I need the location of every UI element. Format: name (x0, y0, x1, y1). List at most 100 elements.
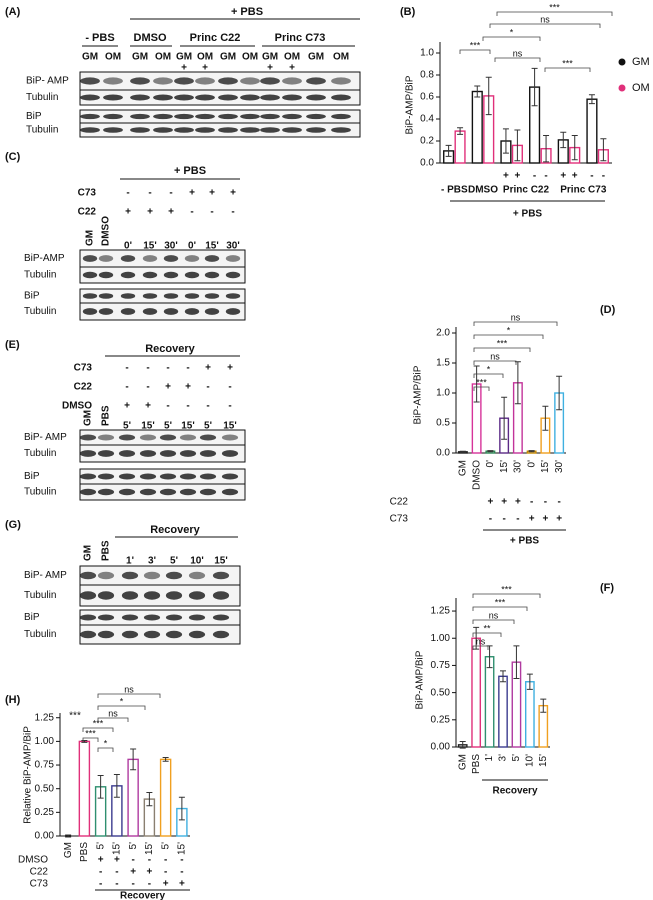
significance: * (487, 364, 491, 374)
panel-label: (D) (600, 304, 616, 316)
blot-row-label: BiP (24, 612, 40, 623)
blot-band (80, 77, 100, 85)
x-tick-label: Princ C22 (503, 185, 550, 196)
lane-label: GM (83, 545, 94, 561)
x-tick-label: 3' (498, 754, 509, 762)
group-label: Princ C22 (190, 32, 241, 44)
significance: *** (470, 40, 481, 50)
blot-row-label: BiP-AMP (24, 253, 65, 264)
blot-row-label: BiP- AMP (24, 432, 67, 443)
x-tick-label: 30' (513, 460, 524, 473)
y-tick-label: 0.75 (35, 760, 55, 771)
legend-label: OM (632, 82, 650, 94)
y-tick-label: 0.50 (431, 687, 451, 698)
blot-row-label: Tubulin (26, 125, 58, 136)
condition-sign: + (542, 514, 548, 525)
error-bar (528, 450, 535, 453)
significance: *** (476, 377, 487, 387)
blot-strip (79, 266, 246, 284)
blot-band (165, 614, 183, 621)
blot-row-label: Tubulin (24, 448, 56, 459)
significance: * (507, 325, 511, 335)
blot-band (80, 113, 100, 120)
significance-bracket (494, 57, 541, 62)
lane-label: 0' (188, 241, 196, 252)
condition-sign: + (165, 382, 171, 393)
bar-sign: - (602, 171, 605, 182)
blot-band (121, 571, 139, 580)
lane-label: 1' (126, 556, 134, 567)
blot-row-label: Tubulin (24, 590, 56, 601)
significance: *** (562, 58, 573, 68)
significance: ns (511, 312, 521, 322)
blot-band (221, 488, 239, 496)
blot-band (174, 94, 194, 101)
lane-label: GM (132, 52, 148, 63)
condition-sign: - (99, 879, 102, 890)
x-tick-label: PBS (79, 842, 90, 862)
bar-sign: + (560, 171, 566, 182)
significance: * (120, 696, 124, 706)
panel-label: (F) (600, 582, 614, 594)
group-label: Princ C73 (275, 32, 326, 44)
lane-label: GM (83, 410, 94, 426)
blot-band (188, 571, 206, 580)
significance-bracket (473, 334, 544, 339)
bar (484, 656, 495, 748)
y-tick-label: 1.00 (431, 633, 451, 644)
condition-sign: + (114, 855, 120, 866)
significance-bracket (472, 606, 528, 611)
significance: * (510, 27, 514, 37)
error-bar (556, 375, 563, 411)
y-axis-label: Relative BiP-AMP/BiP (23, 726, 34, 824)
error-bar (162, 756, 169, 762)
condition-sign: - (544, 497, 547, 508)
panel-label: (E) (5, 339, 20, 351)
blot-band (163, 293, 179, 299)
lane-label: GM (85, 230, 96, 246)
group-label: Recovery (120, 891, 165, 900)
blot-band (97, 614, 115, 621)
blot-band (121, 591, 139, 600)
error-bar (178, 796, 185, 821)
blot-band (121, 614, 139, 621)
condition-sign: - (169, 188, 172, 199)
bar-sign: - (544, 171, 547, 182)
x-tick-label: 0' (526, 460, 537, 468)
blot-band (212, 630, 230, 639)
condition-sign: + (163, 879, 169, 890)
blot-band (195, 77, 215, 85)
blot-band (118, 450, 136, 457)
lane-label: OM (284, 52, 300, 63)
blot-band (282, 77, 302, 85)
blot-band (188, 614, 206, 621)
condition-sign: + (487, 497, 493, 508)
condition-sign: - (99, 867, 102, 878)
bar-sign: - (590, 171, 593, 182)
blot-band (118, 473, 136, 480)
condition-label: DMSO (18, 855, 48, 866)
blot-band (142, 293, 158, 299)
blot-band (139, 434, 157, 441)
blot-band (139, 473, 157, 480)
group-label: + PBS (510, 536, 540, 547)
blot-band (103, 77, 123, 85)
significance-bracket (473, 360, 517, 365)
blot-band (163, 308, 179, 315)
blot-band (143, 571, 161, 580)
blot-band (260, 77, 280, 85)
blot-band (97, 591, 115, 600)
condition-sign: - (516, 514, 519, 525)
y-tick-label: 1.0 (420, 48, 434, 59)
lane-label: 15' (141, 421, 155, 432)
y-tick-label: 0.0 (420, 158, 434, 169)
blot-band (163, 255, 179, 262)
significance: ns (513, 48, 523, 58)
condition-sign: - (530, 497, 533, 508)
x-tick-label: GM (63, 842, 74, 858)
y-tick-label: 2.0 (436, 328, 450, 339)
condition-sign: - (164, 867, 167, 878)
x-tick-label: 5' (128, 842, 139, 850)
condition-label: C73 (74, 363, 93, 374)
blot-band (97, 434, 115, 441)
